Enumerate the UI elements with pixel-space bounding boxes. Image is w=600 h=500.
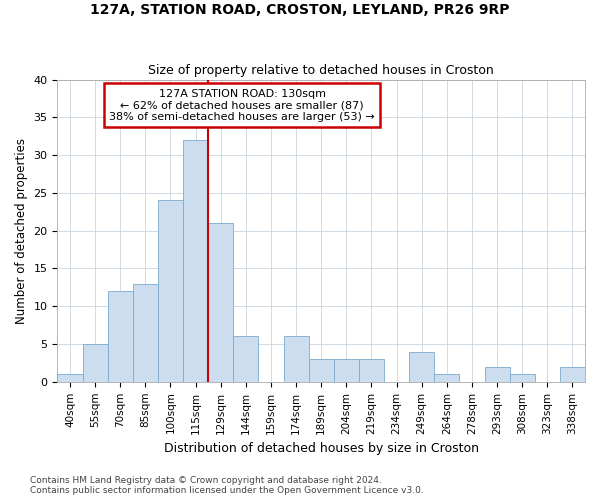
Bar bbox=[560, 366, 585, 382]
Text: Contains HM Land Registry data © Crown copyright and database right 2024.
Contai: Contains HM Land Registry data © Crown c… bbox=[30, 476, 424, 495]
Bar bbox=[434, 374, 460, 382]
Bar bbox=[334, 359, 359, 382]
Bar bbox=[233, 336, 259, 382]
Bar bbox=[208, 223, 233, 382]
Bar bbox=[359, 359, 384, 382]
Bar bbox=[485, 366, 509, 382]
Text: 127A STATION ROAD: 130sqm
← 62% of detached houses are smaller (87)
38% of semi-: 127A STATION ROAD: 130sqm ← 62% of detac… bbox=[109, 88, 375, 122]
Y-axis label: Number of detached properties: Number of detached properties bbox=[15, 138, 28, 324]
Text: 127A, STATION ROAD, CROSTON, LEYLAND, PR26 9RP: 127A, STATION ROAD, CROSTON, LEYLAND, PR… bbox=[90, 2, 510, 16]
Bar bbox=[107, 291, 133, 382]
Bar bbox=[158, 200, 183, 382]
Bar bbox=[183, 140, 208, 382]
Title: Size of property relative to detached houses in Croston: Size of property relative to detached ho… bbox=[148, 64, 494, 77]
Bar bbox=[133, 284, 158, 382]
Bar bbox=[284, 336, 308, 382]
X-axis label: Distribution of detached houses by size in Croston: Distribution of detached houses by size … bbox=[164, 442, 479, 455]
Bar bbox=[409, 352, 434, 382]
Bar bbox=[58, 374, 83, 382]
Bar bbox=[509, 374, 535, 382]
Bar bbox=[83, 344, 107, 382]
Bar bbox=[308, 359, 334, 382]
